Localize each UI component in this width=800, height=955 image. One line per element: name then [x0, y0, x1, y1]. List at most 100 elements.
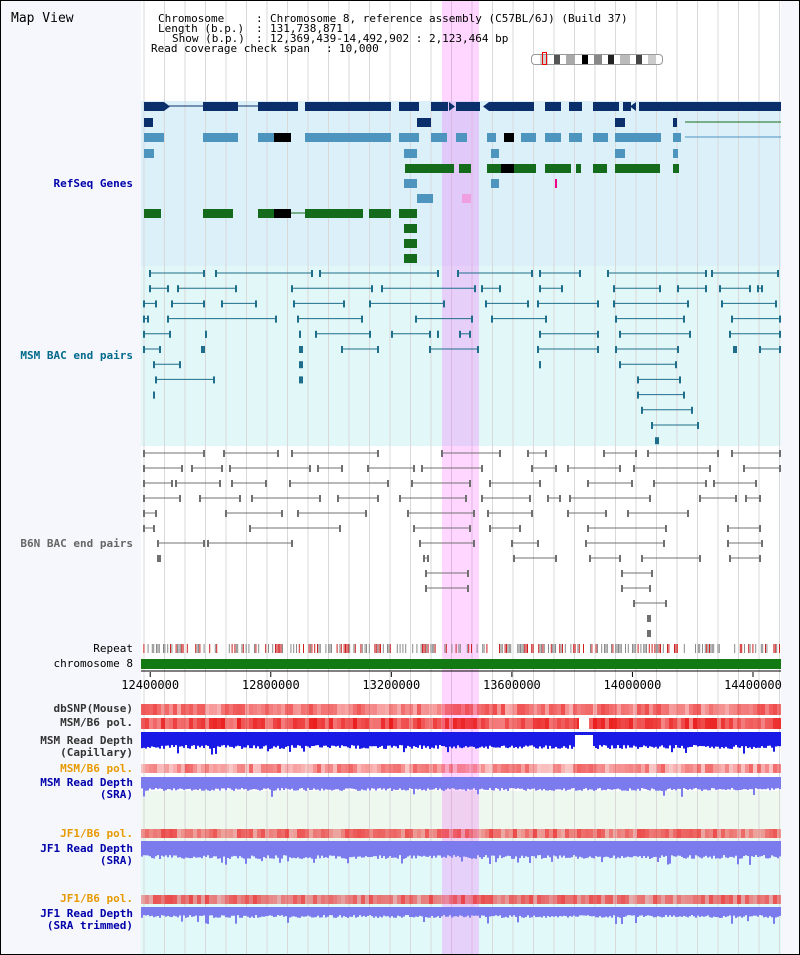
jf1-b6-pol2-heat [229, 895, 233, 904]
jf1-b6-pol-heat [173, 829, 177, 838]
jf1-trimmed-depth-bar [291, 907, 293, 917]
msm-sra-depth-bar [167, 777, 169, 790]
jf1-sra-depth-bar [423, 841, 425, 856]
jf1-trimmed-depth-bar [733, 907, 735, 916]
msm-b6-pol2-heat [161, 764, 165, 773]
jf1-b6-pol2-heat [385, 895, 389, 904]
jf1-b6-pol2-heat [673, 895, 677, 904]
jf1-b6-pol2-heat [577, 895, 581, 904]
jf1-trimmed-depth-bar [679, 907, 681, 917]
msm-bac-pair-end [235, 285, 237, 293]
jf1-b6-pol-heat [469, 829, 473, 838]
msm-b6-pol2-heat [245, 764, 249, 773]
jf1-sra-depth-bar [593, 841, 595, 859]
msm-b6-pol-heat [385, 718, 389, 729]
msm-b6-pol2-heat [401, 764, 405, 773]
msm-depth-sra-label-1[interactable]: MSM Read Depth [40, 776, 133, 789]
msm-bac-pair-end [477, 346, 479, 353]
jf1-b6-pol2-heat [281, 895, 285, 904]
jf1-trimmed-depth-bar [737, 907, 739, 917]
jf1-trimmed-depth-bar [585, 907, 587, 916]
msm-capillary-depth-bar [341, 732, 343, 746]
jf1-b6-pol-heat [157, 829, 161, 838]
jf1-b6-pol-heat [661, 829, 665, 838]
jf1-sra-depth-bar [261, 841, 263, 862]
jf1-sra-depth-bar [469, 841, 471, 859]
jf1-sra-depth-bar [319, 841, 321, 859]
jf1-trimmed-depth-bar [141, 907, 143, 918]
jf1-b6-pol2-heat [705, 895, 709, 904]
jf1-b6-pol-heat [145, 829, 149, 838]
refseq-gene-exon [569, 102, 582, 111]
jf1-trimmed-depth-bar [147, 907, 149, 916]
jf1-trimmed-depth-bar [421, 907, 423, 917]
msm-bac-pair-end [149, 285, 151, 293]
selected-region-highlight[interactable] [442, 1, 479, 954]
b6n-bac-pair-end [407, 510, 409, 517]
jf1-depth-trim-label-1[interactable]: JF1 Read Depth [40, 907, 133, 920]
dbsnp-heat [673, 704, 677, 715]
msm-bac-label[interactable]: MSM BAC end pairs [20, 349, 133, 362]
msm-b6-pol2-heat [293, 764, 297, 773]
msm-b6-pol-label[interactable]: MSM/B6 pol. [60, 716, 133, 729]
msm-b6-pol-heat [757, 718, 761, 729]
msm-capillary-depth-bar [499, 732, 501, 748]
refseq-genes-label[interactable]: RefSeq Genes [53, 177, 133, 190]
jf1-b6-pol2-label[interactable]: JF1/B6 pol. [60, 892, 133, 905]
jf1-b6-pol2-heat [689, 895, 693, 904]
jf1-trimmed-depth-bar [621, 907, 623, 924]
jf1-sra-depth-bar [333, 841, 335, 856]
jf1-sra-depth-bar [173, 841, 175, 856]
msm-capillary-depth-bar [709, 732, 711, 748]
jf1-depth-sra-label-1[interactable]: JF1 Read Depth [40, 842, 133, 855]
jf1-trimmed-depth-bar [475, 907, 477, 916]
msm-b6-pol-heat [433, 718, 437, 729]
msm-capillary-depth-bar [611, 732, 613, 746]
jf1-trimmed-depth-bar [151, 907, 153, 916]
msm-sra-depth-bar [237, 777, 239, 790]
repeat-mark [366, 644, 367, 653]
jf1-sra-depth-bar [559, 841, 561, 856]
refseq-gene-exon [456, 133, 467, 142]
b6n-bac-pair-end [411, 480, 413, 487]
msm-bac-pair-end [619, 361, 621, 369]
jf1-trimmed-depth-bar [527, 907, 529, 916]
msm-sra-depth-bar [407, 777, 409, 791]
jf1-b6-pol-heat [629, 829, 633, 838]
jf1-trimmed-depth-bar [249, 907, 251, 918]
msm-sra-depth-bar [533, 777, 535, 789]
msm-b6-pol2-label[interactable]: MSM/B6 pol. [60, 762, 133, 775]
repeat-mark [620, 644, 622, 653]
jf1-trimmed-depth-bar [711, 907, 713, 918]
refseq-gene-exon [545, 133, 561, 142]
msm-capillary-depth-bar [217, 732, 219, 747]
msm-capillary-depth-bar [523, 732, 525, 747]
msm-b6-pol2-heat [705, 764, 709, 773]
msm-bac-pair-end [343, 300, 345, 308]
msm-depth-cap-label-1[interactable]: MSM Read Depth [40, 734, 133, 747]
msm-b6-pol-heat [201, 718, 205, 729]
msm-b6-pol2-heat [697, 764, 701, 773]
msm-sra-depth-bar [295, 777, 297, 791]
b6n-bac-label[interactable]: B6N BAC end pairs [20, 537, 133, 550]
repeat-mark [272, 644, 274, 653]
dbsnp-label[interactable]: dbSNP(Mouse) [53, 702, 133, 715]
jf1-trimmed-depth-bar [713, 907, 715, 917]
jf1-sra-depth-bar [753, 841, 755, 857]
jf1-sra-depth-bar [537, 841, 539, 856]
repeat-mark [634, 644, 636, 653]
chromosome-ideogram[interactable] [531, 54, 663, 65]
msm-capillary-depth-bar [561, 732, 563, 748]
msm-b6-pol-heat [769, 718, 773, 729]
refseq-gene-exon [417, 118, 431, 127]
msm-capillary-depth-bar [507, 732, 509, 749]
jf1-b6-pol-label[interactable]: JF1/B6 pol. [60, 827, 133, 840]
msm-capillary-depth-bar [277, 732, 279, 746]
jf1-trimmed-depth-bar [453, 907, 455, 917]
msm-capillary-depth-bar [349, 732, 351, 749]
repeat-mark [627, 644, 629, 653]
msm-sra-depth-bar [569, 777, 571, 790]
jf1-trimmed-depth-bar [201, 907, 203, 916]
